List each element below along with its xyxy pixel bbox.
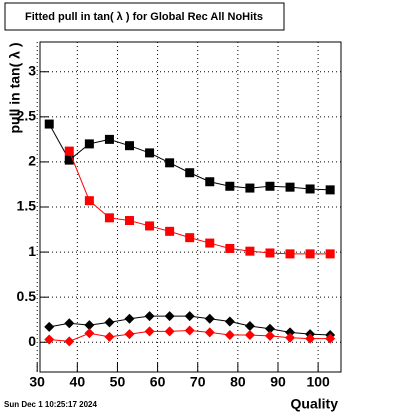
diamond-marker [64, 336, 75, 347]
square-marker [225, 181, 235, 191]
square-marker [104, 134, 114, 144]
square-marker [124, 141, 134, 151]
square-marker [245, 246, 255, 256]
diamond-marker [184, 325, 195, 336]
square-marker [245, 183, 255, 193]
title-box [4, 2, 285, 31]
y-tick-label: 2 [28, 153, 36, 169]
diamond-marker [184, 311, 195, 322]
x-tick-label: 60 [150, 374, 166, 390]
x-tick-label: 50 [110, 374, 126, 390]
diamond-marker [244, 330, 255, 341]
diamond-marker [325, 333, 336, 344]
diamond-marker [305, 333, 316, 344]
diamond-marker [164, 326, 175, 337]
square-marker [104, 213, 114, 223]
square-marker [305, 184, 315, 194]
diamond-marker [64, 318, 75, 329]
diamond-marker [144, 311, 155, 322]
diamond-marker [124, 329, 135, 340]
y-tick-label: 0 [28, 333, 36, 349]
diamond-marker [164, 311, 175, 322]
x-tick-label: 100 [306, 374, 330, 390]
diamond-marker [44, 321, 55, 332]
y-axis-label: pull in tan( λ ) [7, 43, 23, 134]
y-tick-label: 1 [28, 243, 36, 259]
square-marker [165, 226, 175, 236]
square-marker [145, 221, 155, 231]
square-marker [165, 158, 175, 168]
diamond-marker [224, 330, 235, 341]
chart-title: Fitted pull in tan( λ ) for Global Rec A… [25, 11, 263, 23]
square-marker [84, 139, 94, 149]
diamond-marker [124, 313, 135, 324]
x-tick-label: 30 [29, 374, 45, 390]
square-marker [44, 119, 54, 129]
square-marker [185, 233, 195, 243]
diamond-marker [264, 330, 275, 341]
diamond-marker [104, 331, 115, 342]
diamond-marker [224, 316, 235, 327]
square-marker [205, 238, 215, 248]
y-tick-label: 0.5 [17, 288, 37, 304]
square-marker [265, 181, 275, 191]
diamond-marker [285, 332, 296, 343]
square-marker [124, 216, 134, 226]
square-marker [185, 168, 195, 178]
diamond-marker [144, 326, 155, 337]
square-marker [265, 248, 275, 258]
y-tick-label: 1.5 [17, 198, 37, 214]
x-tick-label: 70 [190, 374, 206, 390]
x-axis-label: Quality [291, 396, 339, 412]
x-tick-label: 90 [270, 374, 286, 390]
diamond-marker [104, 317, 115, 328]
x-tick-label: 40 [70, 374, 86, 390]
square-marker [64, 155, 74, 165]
x-tick-label: 80 [230, 374, 246, 390]
square-marker [325, 249, 335, 259]
square-marker [285, 249, 295, 259]
diamond-marker [84, 328, 95, 339]
diamond-marker [44, 334, 55, 345]
square-marker [145, 148, 155, 158]
square-marker [84, 196, 94, 206]
diamond-marker [244, 321, 255, 332]
square-marker [305, 249, 315, 259]
square-marker [285, 182, 295, 192]
y-tick-label: 2.5 [17, 108, 37, 124]
square-marker [225, 243, 235, 253]
diamond-marker [264, 323, 275, 334]
date-stamp: Sun Dec 1 10:25:17 2024 [4, 400, 97, 409]
diamond-marker [285, 327, 296, 338]
y-tick-label: 3 [28, 62, 36, 78]
square-marker [205, 177, 215, 187]
square-marker [325, 185, 335, 195]
diamond-marker [84, 320, 95, 331]
diamond-marker [204, 313, 215, 324]
square-marker [64, 146, 74, 156]
diamond-marker [204, 327, 215, 338]
